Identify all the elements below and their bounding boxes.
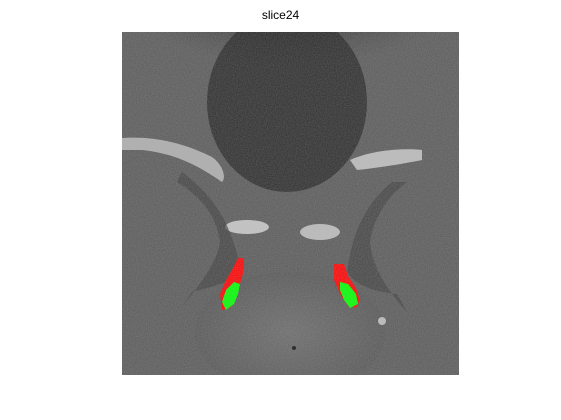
figure-title: slice24 bbox=[261, 8, 300, 22]
noise-texture bbox=[122, 32, 459, 375]
mri-image-svg bbox=[122, 32, 459, 375]
mri-slice-image bbox=[122, 32, 459, 375]
